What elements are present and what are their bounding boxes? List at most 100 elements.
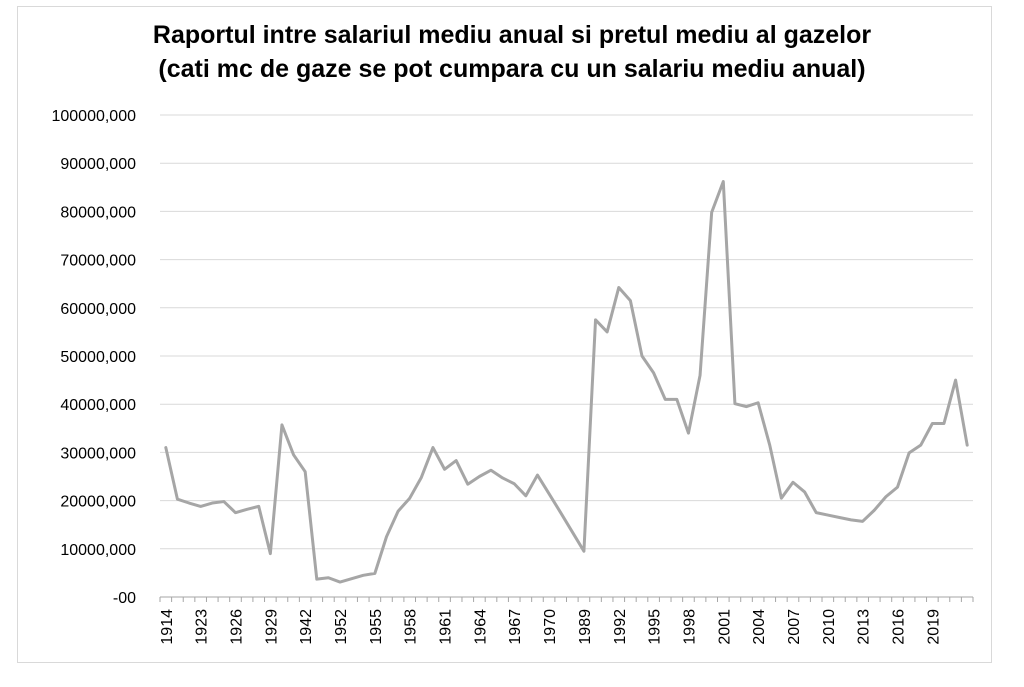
data-point (211, 501, 214, 505)
data-point (303, 470, 307, 473)
data-point (861, 520, 864, 523)
data-point (838, 516, 841, 519)
series-line (164, 180, 969, 584)
data-point (396, 510, 400, 513)
data-point (269, 552, 272, 555)
data-point (350, 577, 353, 580)
data-point (536, 473, 539, 477)
data-point (501, 476, 504, 480)
data-point (338, 580, 342, 584)
data-point (698, 374, 702, 377)
x-tick-label: 2016 (891, 609, 908, 645)
data-point (664, 398, 667, 401)
data-point (443, 468, 446, 471)
data-point (222, 500, 226, 503)
x-tick-label: 1961 (438, 609, 455, 645)
data-point (327, 576, 330, 579)
y-tick-label: 80000,000 (60, 204, 136, 221)
data-point (280, 423, 284, 427)
data-point (408, 496, 411, 500)
data-point (675, 398, 679, 401)
x-axis-tick-labels: 1914 1923 1926 1929 1942 1952 1955 1958 1961 1964… (159, 609, 943, 645)
x-tick-label: 1942 (298, 609, 315, 645)
x-tick-label: 1929 (263, 609, 280, 645)
x-tick-label: 2001 (716, 609, 733, 645)
x-tick-label: 2007 (786, 609, 803, 645)
y-axis-tick-labels: -00 10000,000 20000,000 30000,000 40000,000 5… (51, 108, 136, 607)
data-point (931, 422, 934, 425)
data-point (373, 572, 377, 575)
data-point (315, 577, 318, 581)
x-tick-label: 2004 (751, 609, 768, 645)
x-tick-label: 1992 (612, 609, 629, 645)
x-tick-label: 2019 (925, 609, 942, 645)
series-layer (164, 180, 969, 584)
data-point (849, 518, 853, 522)
data-point (582, 550, 586, 553)
data-point (803, 490, 806, 494)
data-point (245, 508, 249, 511)
x-tick-label: 1967 (507, 609, 524, 645)
y-tick-label: 70000,000 (60, 253, 136, 270)
x-tick-label: 1998 (681, 609, 698, 645)
data-point (756, 401, 760, 404)
y-tick-label: 10000,000 (60, 542, 136, 559)
data-point (513, 482, 516, 485)
chart-title-line-1: Raportul intre salariul mediu anual si p… (152, 21, 872, 49)
y-tick-label: 30000,000 (60, 445, 136, 462)
x-tick-label: 2010 (821, 609, 838, 645)
data-point (559, 511, 562, 514)
x-tick-label: 2013 (856, 609, 873, 645)
x-tick-label: 1926 (228, 609, 245, 645)
data-point (873, 509, 876, 512)
y-tick-label: 90000,000 (60, 156, 136, 173)
data-point (954, 378, 957, 382)
x-tick-label: 1970 (542, 609, 559, 645)
y-tick-label: 100000,000 (51, 108, 136, 125)
data-point (629, 299, 632, 302)
data-point (176, 497, 179, 501)
y-tick-label: 50000,000 (60, 349, 136, 366)
data-point (187, 501, 191, 505)
data-point (489, 469, 493, 472)
x-tick-label: 1914 (159, 609, 176, 645)
data-point (466, 483, 469, 486)
x-tick-label: 1958 (403, 609, 420, 645)
data-point (454, 459, 458, 462)
data-point (478, 475, 481, 478)
y-tick-label: -00 (113, 590, 136, 607)
data-point (431, 446, 435, 449)
x-tick-label: 1923 (194, 609, 211, 645)
data-point (420, 476, 423, 479)
data-point (722, 180, 725, 183)
data-point (234, 511, 237, 514)
x-tick-label: 1989 (577, 609, 594, 645)
chart-title-line-2: (cati mc de gaze se pot cumpara cu un sa… (158, 55, 866, 83)
data-point (745, 405, 748, 408)
data-point (524, 494, 528, 497)
data-point (199, 505, 202, 508)
data-point (710, 211, 713, 214)
data-point (896, 485, 899, 489)
data-point (292, 453, 295, 457)
gridlines (160, 114, 973, 550)
data-point (907, 451, 911, 455)
data-point (884, 495, 888, 498)
data-point (362, 574, 365, 577)
data-point (385, 535, 388, 538)
x-tick-label: 1955 (368, 609, 385, 645)
data-point (791, 481, 795, 484)
data-point (652, 371, 655, 375)
data-point (815, 511, 818, 514)
data-point (547, 492, 551, 496)
y-tick-label: 20000,000 (60, 494, 136, 511)
x-tick-label: 1964 (472, 609, 489, 645)
data-point (780, 496, 783, 500)
axes (159, 596, 974, 602)
y-tick-label: 40000,000 (60, 397, 136, 414)
data-point (826, 513, 830, 517)
data-point (605, 330, 609, 334)
data-point (687, 431, 690, 435)
x-tick-label: 1995 (647, 609, 664, 645)
